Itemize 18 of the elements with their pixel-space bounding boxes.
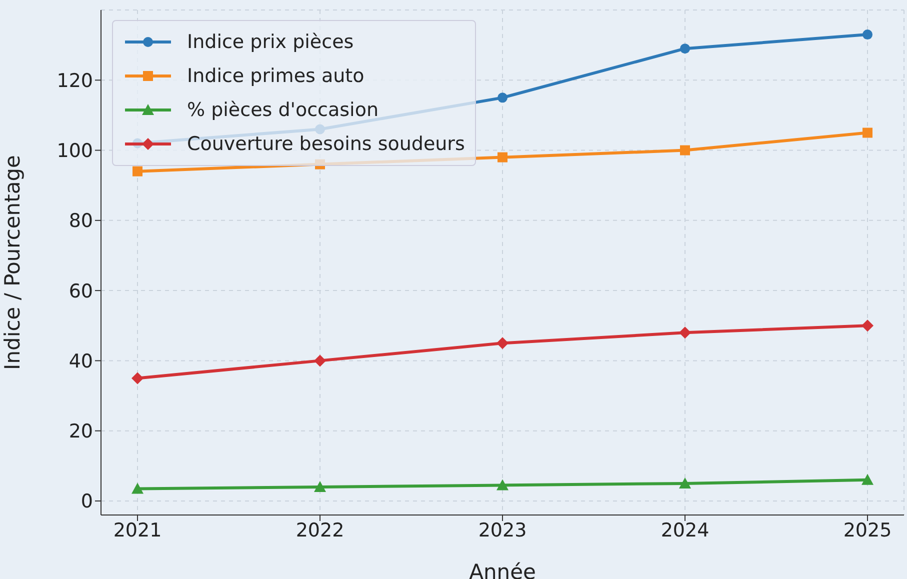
x-tick-label: 2023 bbox=[478, 519, 527, 542]
legend-label: Indice primes auto bbox=[187, 64, 364, 89]
legend-label: Indice prix pièces bbox=[187, 30, 354, 55]
y-tick-label: 120 bbox=[56, 70, 93, 92]
x-tick-label: 2021 bbox=[113, 519, 162, 542]
legend-label: % pièces d'occasion bbox=[187, 98, 378, 123]
y-axis-title: Indice / Pourcentage bbox=[0, 155, 24, 370]
legend-label: Couverture besoins soudeurs bbox=[187, 132, 465, 157]
y-tick-label: 80 bbox=[68, 210, 93, 232]
y-tick-label: 40 bbox=[68, 350, 93, 372]
x-tick-label: 2024 bbox=[660, 519, 710, 542]
y-tick-label: 100 bbox=[56, 140, 93, 162]
x-tick-label: 2025 bbox=[843, 519, 892, 542]
y-tick-label: 0 bbox=[80, 490, 93, 513]
y-tick-label: 60 bbox=[68, 280, 93, 302]
x-tick-label: 2022 bbox=[296, 519, 344, 542]
x-axis-title: Année bbox=[469, 560, 536, 579]
y-tick-label: 20 bbox=[68, 420, 93, 443]
